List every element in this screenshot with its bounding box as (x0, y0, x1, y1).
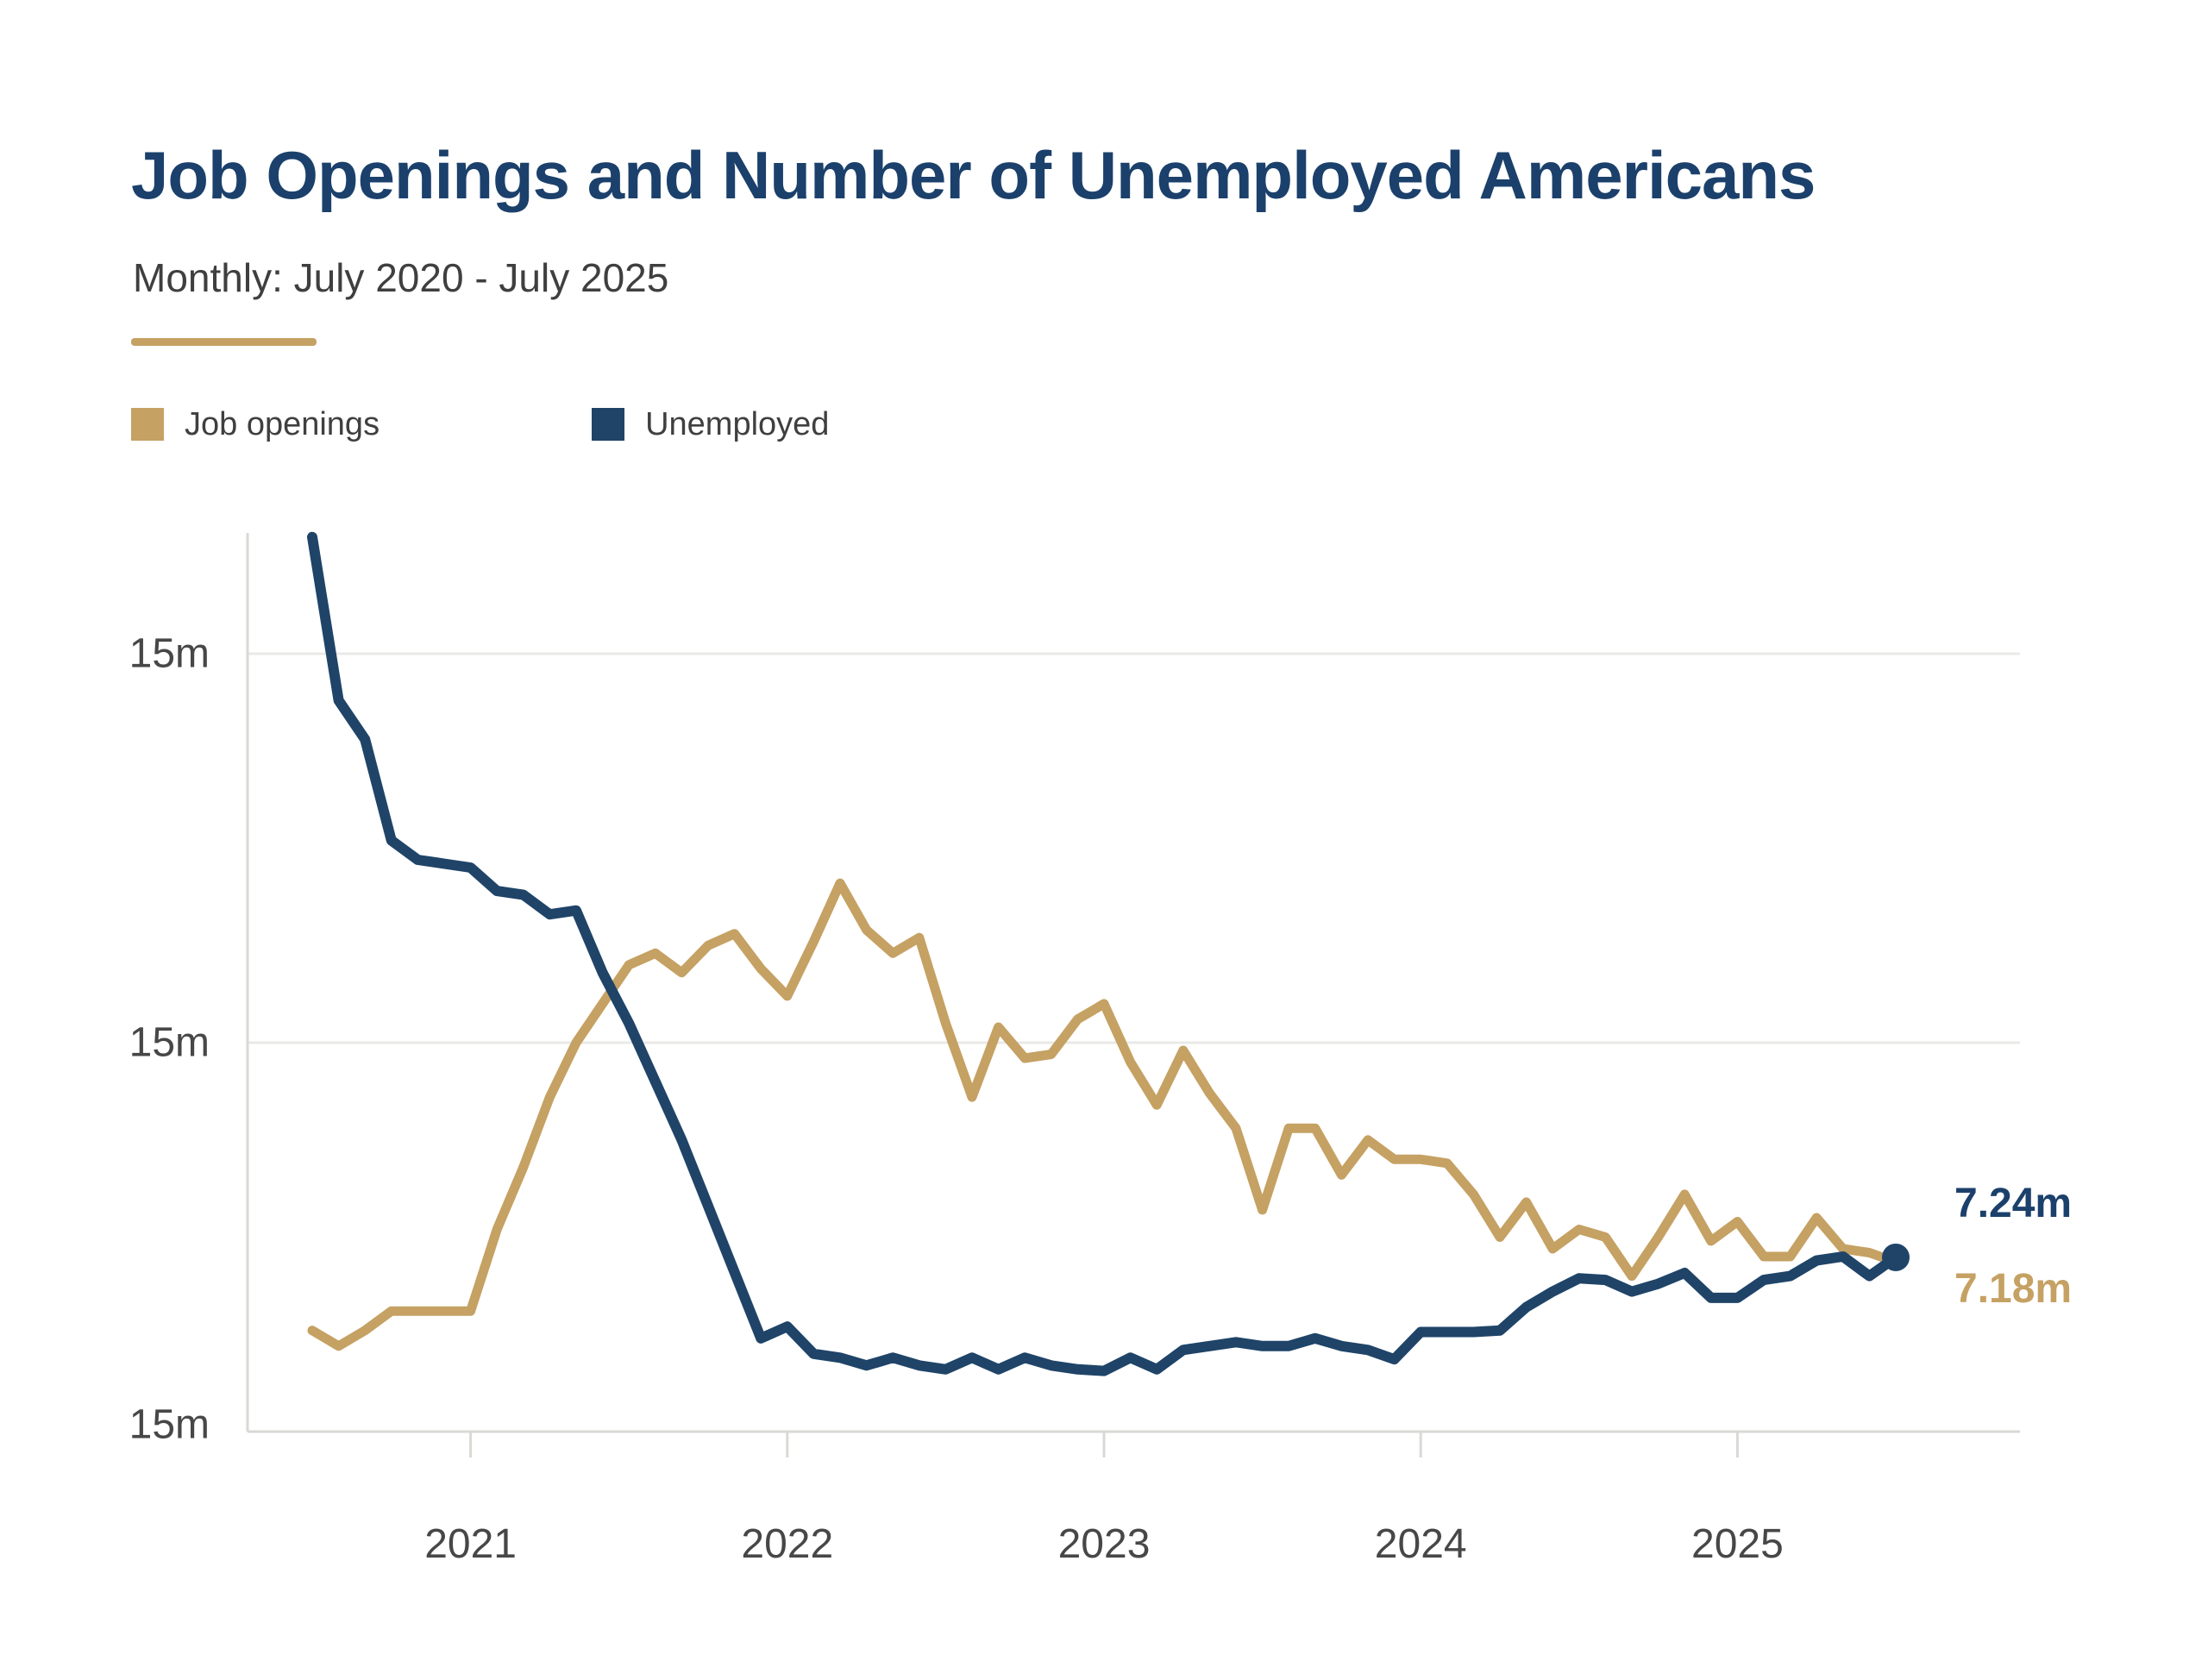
legend-item-unemployed: Unemployed (592, 406, 829, 443)
y-axis-tick-label: 15m (129, 1020, 210, 1066)
x-axis-tick-label-2022: 2022 (741, 1521, 833, 1567)
x-axis-tick-label-2021: 2021 (424, 1521, 517, 1567)
y-axis-tick-label: 15m (129, 1402, 210, 1448)
chart-subtitle: Monthly: July 2020 - July 2025 (133, 255, 669, 300)
job-openings-swatch-icon (131, 408, 164, 441)
gold-divider (131, 338, 317, 346)
series-line-job-openings (307, 878, 1901, 1351)
series-end-dot-unemployed (1882, 1243, 1910, 1271)
job-openings-end-value-label: 7.18m (1954, 1266, 2073, 1312)
unemployed-end-value-label: 7.24m (1954, 1181, 2073, 1226)
unemployed-swatch-icon (592, 408, 625, 441)
legend-label-job-openings: Job openings (185, 405, 380, 442)
x-axis-tick-label-2023: 2023 (1058, 1521, 1151, 1567)
page-title: Job Openings and Number of Unemployed Am… (131, 137, 1816, 213)
series-line-unemployed (307, 531, 1901, 1376)
legend-item-job-openings: Job openings (131, 406, 380, 443)
legend-label-unemployed: Unemployed (645, 405, 830, 442)
x-axis-tick-label-2025: 2025 (1691, 1521, 1784, 1567)
x-axis-tick-label-2024: 2024 (1375, 1521, 1467, 1567)
y-axis-tick-label: 15m (129, 631, 210, 677)
legend: Job openings Unemployed (131, 406, 829, 443)
